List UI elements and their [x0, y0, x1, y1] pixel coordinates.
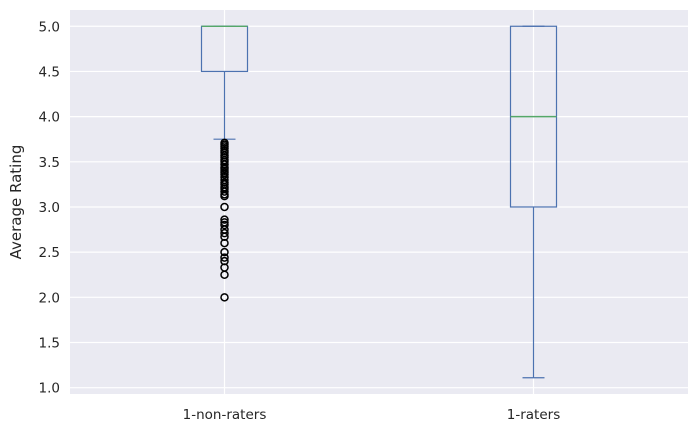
y-tick-label: 3.5: [39, 155, 60, 171]
outlier-point: [220, 270, 229, 279]
outlier-point: [220, 247, 229, 257]
outlier-point: [220, 191, 229, 201]
outlier-point: [220, 215, 229, 224]
y-tick-labels: 1.0 1.5 2.0 2.5 3.0 3.5 4.0 4.5 5.0: [39, 19, 60, 396]
outlier-point: [220, 220, 229, 230]
outlier-point: [220, 187, 229, 196]
box-1-non-raters: [200, 25, 249, 302]
y-tick-label: 1.0: [39, 381, 60, 397]
y-tick-label: 2.0: [39, 290, 60, 306]
grid-lines: [70, 10, 688, 394]
y-tick-label: 4.0: [39, 110, 60, 126]
y-tick-label: 2.5: [39, 245, 60, 261]
y-tick-label: 4.5: [39, 64, 60, 80]
outlier-point: [220, 293, 229, 302]
outlier-point: [220, 238, 229, 248]
y-tick-label: 5.0: [39, 19, 60, 35]
plot-background: [70, 10, 688, 394]
boxes: [200, 25, 558, 379]
outlier-point: [220, 228, 229, 238]
x-tick-labels: 1-non-raters 1-raters: [183, 407, 561, 423]
x-tick-label: 1-non-raters: [183, 407, 267, 423]
x-tick-label: 1-raters: [507, 407, 560, 423]
outlier-point: [220, 170, 229, 179]
y-axis-label: Average Rating: [7, 145, 25, 260]
y-tick-label: 1.5: [39, 335, 60, 351]
outlier-point: [220, 202, 229, 212]
outlier-point: [220, 253, 229, 262]
box-1-raters: [509, 25, 558, 379]
y-tick-label: 3.0: [39, 200, 60, 216]
